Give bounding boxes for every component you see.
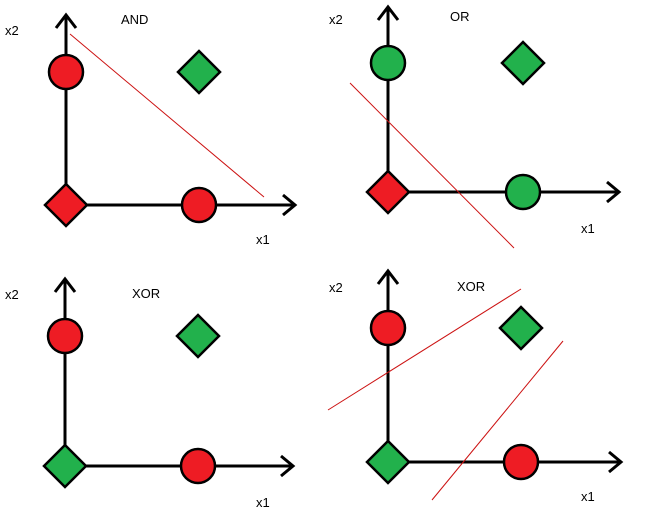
panel-and-decision-boundary <box>69 33 265 198</box>
panel-and-y-label: x2 <box>5 23 19 38</box>
panel-or-point-green-diamond-1-1 <box>500 40 546 86</box>
panel-or-point-green-circle-1-0 <box>504 173 542 211</box>
panel-xor-1-points <box>42 313 221 489</box>
panel-and-point-green-diamond-1-1 <box>176 49 222 95</box>
panel-xor-2-title: XOR <box>457 279 485 294</box>
panel-xor-2-points <box>365 305 544 485</box>
panel-xor-2-point-red-circle-0-1 <box>369 309 407 347</box>
panel-xor-1-x-label: x1 <box>256 495 270 510</box>
panel-and-x-axis-arrow <box>282 193 298 217</box>
panel-or: OR x2 x1 <box>329 4 622 249</box>
panel-xor-2-x-axis-arrow <box>608 450 624 474</box>
panel-xor-1-point-green-diamond-1-1 <box>175 313 221 359</box>
panel-xor-2-x-label: x1 <box>581 489 595 504</box>
panel-xor-1-title: XOR <box>132 286 160 301</box>
panel-and-point-red-diamond-0-0 <box>43 182 89 228</box>
panel-and-point-red-circle-0-1 <box>47 53 85 91</box>
panel-xor-2-decision-boundary-lower <box>431 340 564 501</box>
panel-and-title: AND <box>121 12 148 27</box>
panel-or-points <box>365 40 546 215</box>
panel-xor-2-point-green-diamond-0-0 <box>365 439 411 485</box>
panel-xor-2-point-red-circle-1-0 <box>502 443 540 481</box>
panel-or-x-axis-arrow <box>606 180 622 204</box>
panel-and-y-axis-arrow <box>54 12 78 29</box>
panel-or-y-axis-arrow <box>376 4 400 21</box>
panel-xor-1-point-green-diamond-0-0 <box>42 443 88 489</box>
panel-and-point-red-circle-1-0 <box>180 186 218 224</box>
panel-or-y-label: x2 <box>329 12 343 27</box>
panel-or-title: OR <box>450 9 470 24</box>
panel-xor-1-point-red-circle-1-0 <box>179 447 217 485</box>
panel-xor-1-y-axis-arrow <box>53 276 77 293</box>
panel-xor-1-y-label: x2 <box>5 287 19 302</box>
panel-xor-2-decision-boundary-upper <box>327 288 522 411</box>
panel-xor-1-point-red-circle-0-1 <box>46 317 84 355</box>
panel-or-x-label: x1 <box>581 221 595 236</box>
panel-or-point-red-diamond-0-0 <box>365 169 411 215</box>
panel-xor-1-x-axis-arrow <box>280 454 296 478</box>
panel-xor-2-point-green-diamond-1-1 <box>498 305 544 351</box>
panel-xor-2: XOR x2 x1 <box>327 268 624 504</box>
panel-and-points <box>43 49 222 228</box>
panel-or-point-green-circle-0-1 <box>369 44 407 82</box>
panel-or-decision-boundary <box>349 82 515 249</box>
panel-and-x-label: x1 <box>256 232 270 247</box>
panel-and: AND x2 x1 <box>5 12 298 247</box>
panel-xor-2-y-axis-arrow <box>376 268 400 285</box>
panel-xor-2-y-label: x2 <box>329 280 343 295</box>
panel-xor-1: XOR x2 x1 <box>5 276 296 510</box>
